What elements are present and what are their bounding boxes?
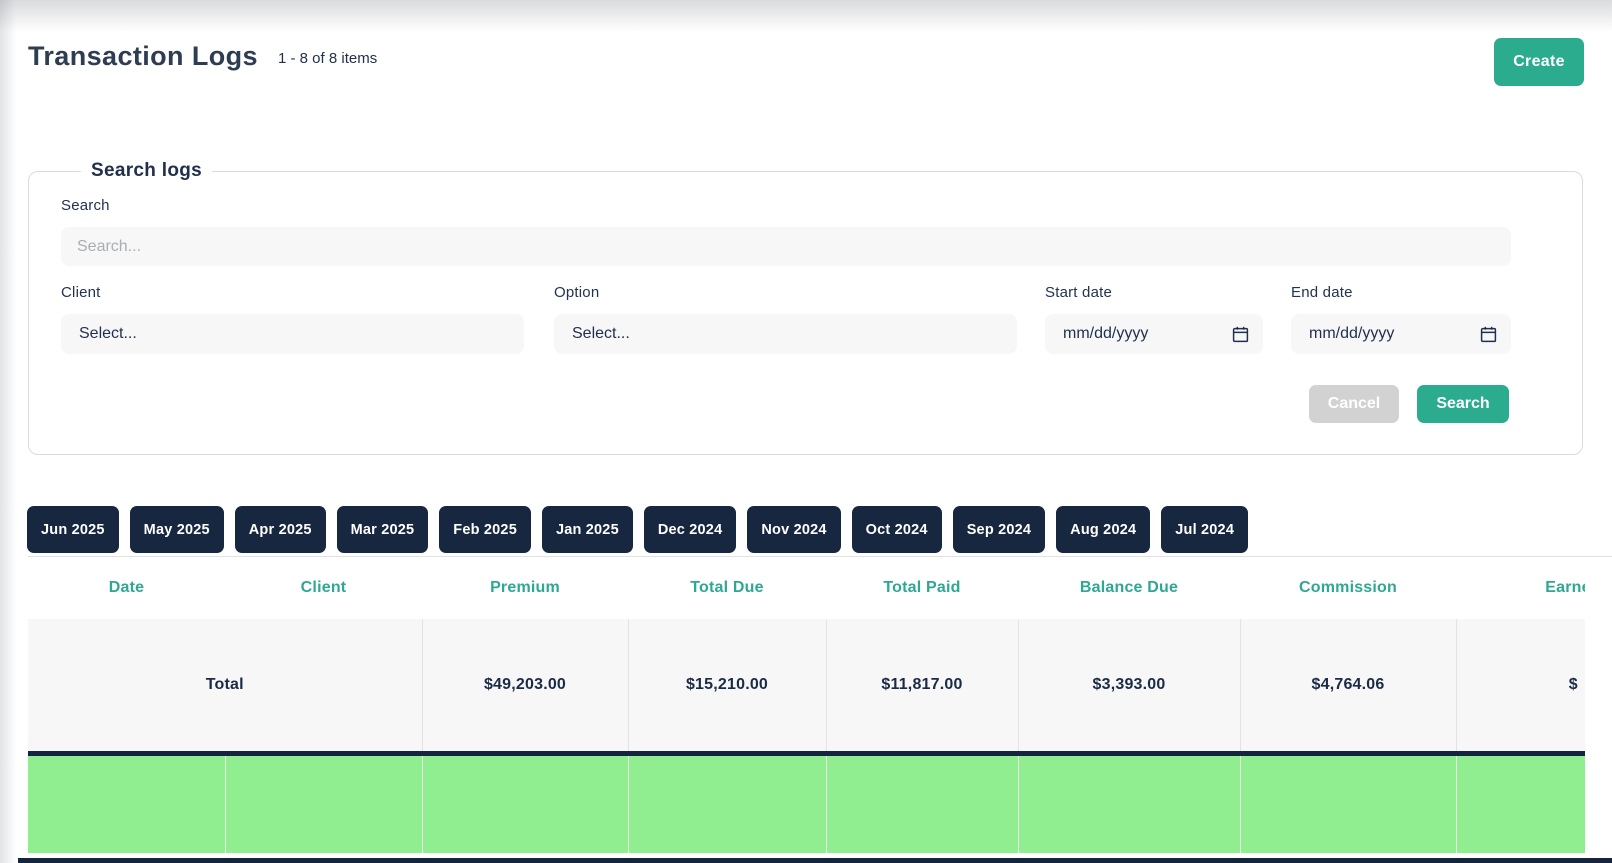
calendar-icon xyxy=(1480,326,1497,342)
start-date-label: Start date xyxy=(1045,284,1113,301)
month-filter-button[interactable]: Feb 2025 xyxy=(439,506,531,553)
filters-row: Client Select... Option Select... Start … xyxy=(61,284,1511,354)
month-filter-button[interactable]: Jan 2025 xyxy=(541,506,633,553)
row-cell xyxy=(1017,753,1240,853)
month-filter-button[interactable]: Nov 2024 xyxy=(747,506,841,553)
table-scroll-viewport[interactable]: Date Client Premium Total Due Total Paid… xyxy=(28,557,1585,853)
total-balance-due: $3,393.00 xyxy=(1017,619,1240,756)
totals-row: Total $49,203.00 $15,210.00 $11,817.00 $… xyxy=(28,619,1585,756)
client-filter: Client Select... xyxy=(61,284,524,354)
table-header-row: Date Client Premium Total Due Total Paid… xyxy=(28,557,1585,619)
row-cell xyxy=(1239,753,1456,853)
option-select[interactable]: Select... xyxy=(554,314,1017,354)
start-date-input[interactable]: mm/dd/yyyy xyxy=(1045,314,1263,354)
create-button[interactable]: Create xyxy=(1494,38,1584,86)
cancel-button[interactable]: Cancel xyxy=(1309,385,1399,423)
search-input[interactable] xyxy=(61,227,1511,266)
left-edge-shade xyxy=(0,0,16,863)
month-filter-button[interactable]: Aug 2024 xyxy=(1056,506,1151,553)
month-filter-button[interactable]: Mar 2025 xyxy=(336,506,429,553)
search-logs-panel: Search logs Search Client Select... Opti… xyxy=(28,160,1583,455)
column-header-commission[interactable]: Commission xyxy=(1240,557,1456,619)
total-paid: $11,817.00 xyxy=(825,619,1018,756)
search-field-label: Search xyxy=(61,197,110,214)
total-commission: $4,764.06 xyxy=(1239,619,1456,756)
column-header-premium[interactable]: Premium xyxy=(422,557,628,619)
column-header-total-due[interactable]: Total Due xyxy=(628,557,826,619)
page-title: Transaction Logs xyxy=(28,41,258,71)
client-select[interactable]: Select... xyxy=(61,314,524,354)
column-header-total-paid[interactable]: Total Paid xyxy=(826,557,1018,619)
column-header-date[interactable]: Date xyxy=(28,557,225,619)
end-date-filter: End date mm/dd/yyyy xyxy=(1291,284,1511,354)
row-cell xyxy=(421,753,628,853)
client-select-value: Select... xyxy=(79,325,137,342)
total-due: $15,210.00 xyxy=(627,619,826,756)
totals-label: Total xyxy=(28,619,422,756)
column-header-balance-due[interactable]: Balance Due xyxy=(1018,557,1240,619)
row-cell xyxy=(627,753,826,853)
client-label: Client xyxy=(61,284,101,301)
transactions-table: Date Client Premium Total Due Total Paid… xyxy=(28,557,1585,853)
row-cell xyxy=(825,753,1018,853)
end-date-input[interactable]: mm/dd/yyyy xyxy=(1291,314,1511,354)
row-cell xyxy=(1455,753,1585,853)
items-count: 1 - 8 of 8 items xyxy=(278,50,378,67)
search-actions-row: Cancel Search xyxy=(61,385,1509,423)
start-date-filter: Start date mm/dd/yyyy xyxy=(1045,284,1263,354)
month-filter-button[interactable]: Jul 2024 xyxy=(1161,506,1249,553)
end-date-label: End date xyxy=(1291,284,1353,301)
month-filter-button[interactable]: Jun 2025 xyxy=(27,506,119,553)
month-filter-button[interactable]: May 2025 xyxy=(129,506,224,553)
month-filter-button[interactable]: Apr 2025 xyxy=(234,506,326,553)
option-filter: Option Select... xyxy=(554,284,1017,354)
horizontal-scrollbar[interactable] xyxy=(18,858,1612,863)
transactions-table-region: Date Client Premium Total Due Total Paid… xyxy=(28,556,1612,853)
column-header-client[interactable]: Client xyxy=(225,557,422,619)
row-cell xyxy=(224,753,422,853)
start-date-value: mm/dd/yyyy xyxy=(1063,325,1149,342)
search-button[interactable]: Search xyxy=(1417,385,1509,423)
option-label: Option xyxy=(554,284,600,301)
search-logs-legend: Search logs xyxy=(91,160,203,181)
table-row[interactable] xyxy=(28,753,1585,853)
total-earned: $ xyxy=(1455,619,1585,756)
total-premium: $49,203.00 xyxy=(421,619,628,756)
end-date-value: mm/dd/yyyy xyxy=(1309,325,1395,342)
calendar-icon xyxy=(1232,326,1249,342)
top-edge-shade xyxy=(0,0,1612,32)
month-filter-button[interactable]: Sep 2024 xyxy=(952,506,1046,553)
month-filter-button[interactable]: Oct 2024 xyxy=(851,506,942,553)
row-cell xyxy=(28,753,225,853)
column-header-earned[interactable]: Earned xyxy=(1456,557,1585,619)
option-select-value: Select... xyxy=(572,325,630,342)
month-filter-button[interactable]: Dec 2024 xyxy=(643,506,737,553)
month-filter-bar: Jun 2025 May 2025 Apr 2025 Mar 2025 Feb … xyxy=(27,506,1249,553)
